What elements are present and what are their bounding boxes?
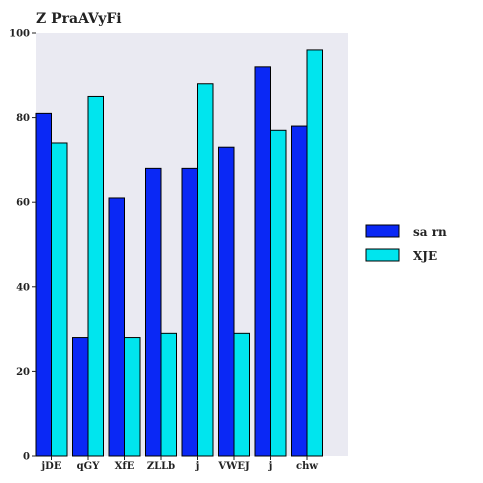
x-tick-label: ZLLb [147, 461, 175, 472]
x-tick-label: j [268, 461, 273, 472]
x-axis: jDE qGY XfE ZLLb j VWEJ j chw [41, 456, 318, 472]
bar-2-1 [51, 142, 68, 457]
bar-1-5 [181, 167, 198, 457]
x-tick-label: j [195, 461, 200, 472]
bars-group [35, 49, 323, 457]
bar-1-6 [218, 146, 235, 457]
bar-1-1 [35, 112, 52, 457]
y-axis: 0 20 40 60 80 100 [9, 29, 36, 463]
y-tick-label: 60 [16, 198, 30, 209]
bar-2-5 [197, 83, 214, 457]
x-tick-label: jDE [41, 461, 62, 472]
y-tick-label: 0 [23, 452, 30, 463]
bar-2-6 [233, 332, 250, 457]
bar-1-7 [254, 66, 271, 457]
y-tick-label: 100 [9, 29, 30, 40]
legend-label-2: XJE [413, 249, 437, 263]
legend-swatch-2 [365, 248, 400, 262]
x-tick-label: chw [296, 461, 318, 472]
legend-label-1: sa rn [413, 225, 447, 239]
bar-2-4 [160, 332, 177, 457]
x-tick-label: qGY [77, 461, 101, 472]
y-tick-label: 20 [16, 367, 30, 378]
y-tick-label: 40 [16, 282, 30, 293]
bar-1-8 [291, 125, 308, 457]
bar-2-2 [87, 95, 104, 457]
y-tick-label: 80 [16, 113, 30, 124]
bar-2-3 [124, 337, 141, 457]
bar-1-3 [108, 197, 125, 457]
bar-1-4 [145, 167, 162, 457]
legend-swatch-1 [365, 224, 400, 238]
legend: sa rn XJE [365, 224, 447, 263]
bar-2-7 [270, 129, 287, 457]
bar-1-2 [72, 337, 89, 457]
bar-2-8 [306, 49, 323, 457]
x-tick-label: XfE [115, 461, 135, 472]
x-tick-label: VWEJ [217, 461, 250, 472]
chart-title: Z PraAVyFi [36, 11, 122, 27]
